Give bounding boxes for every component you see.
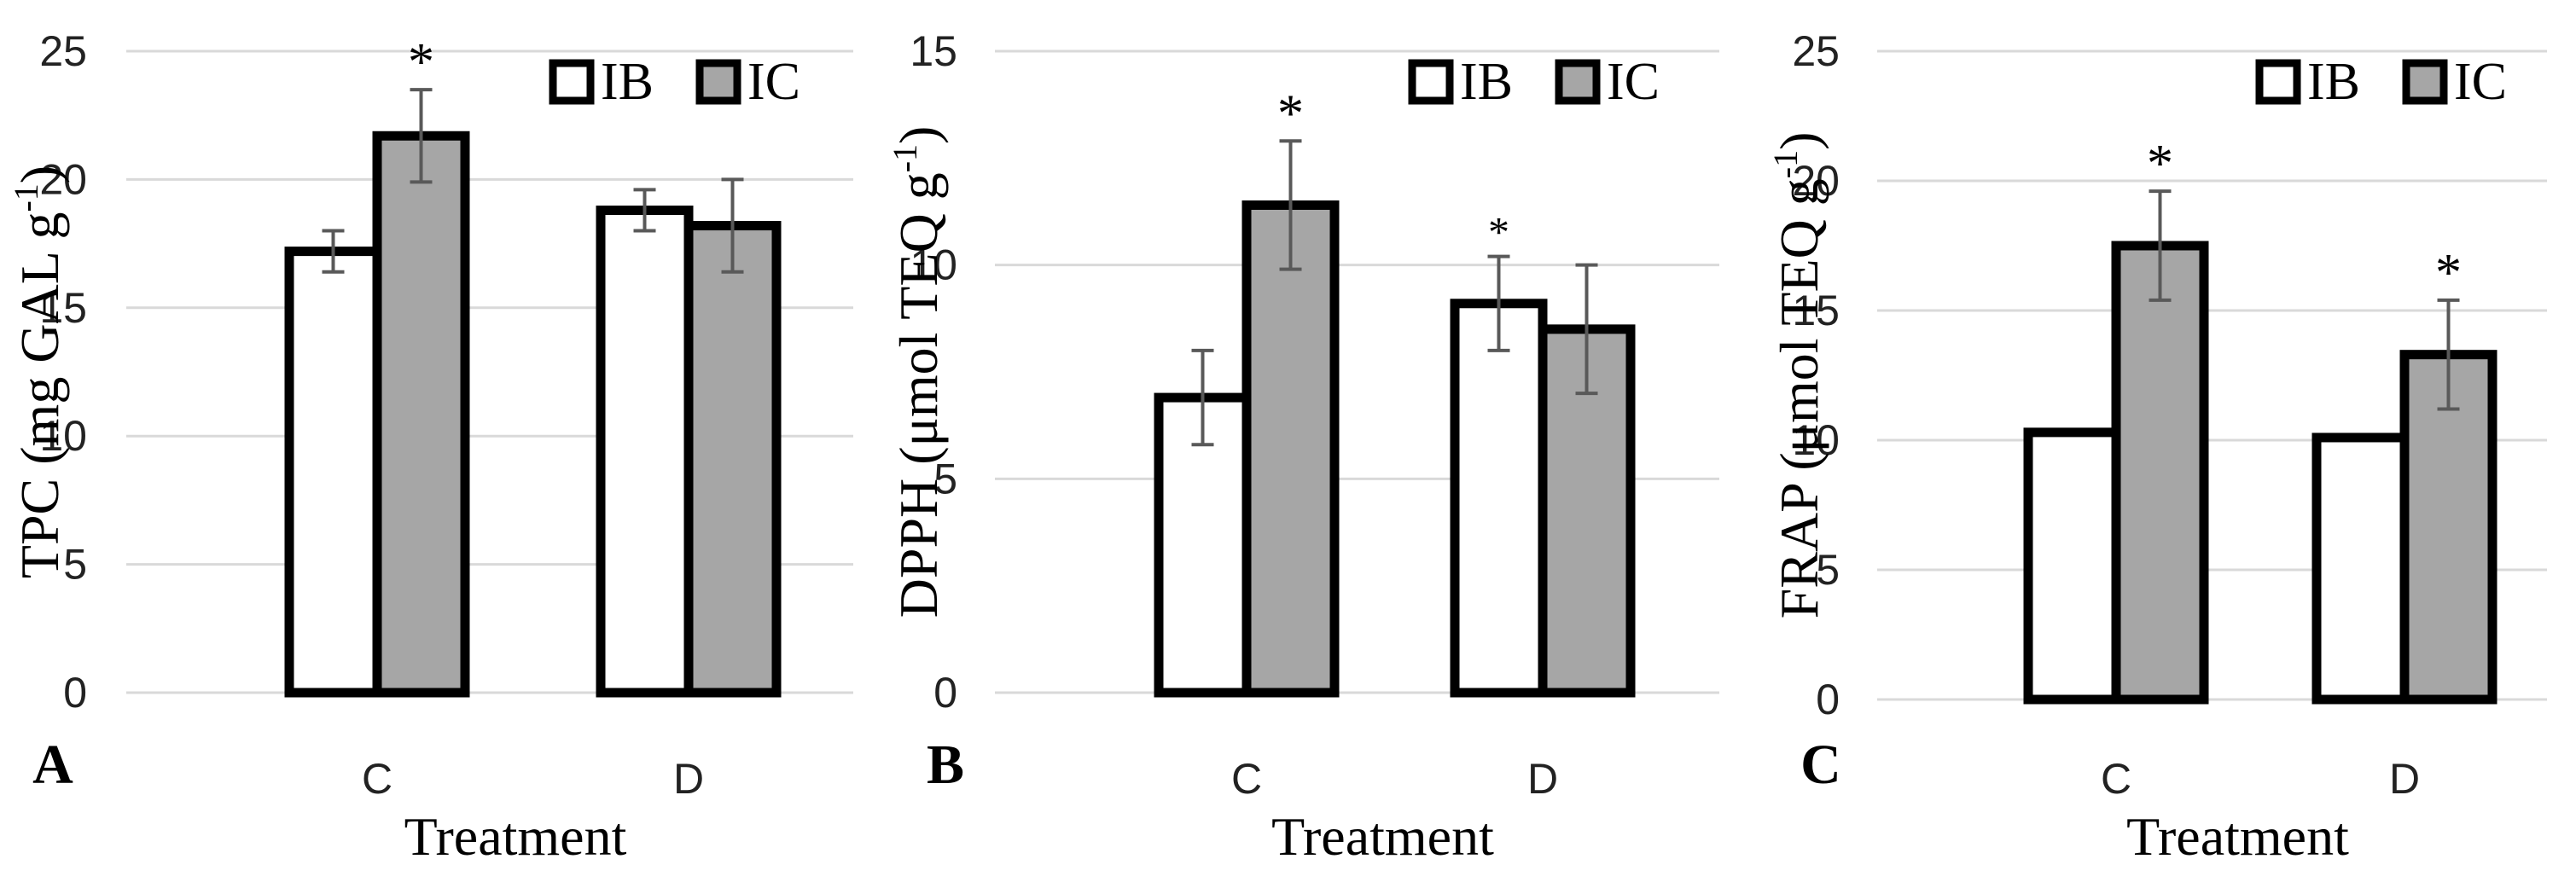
legend-swatch-ib: [1408, 59, 1454, 105]
y-tick-label: 5: [63, 541, 87, 589]
bar-ic-c: [372, 131, 470, 698]
significance-star: *: [2435, 244, 2462, 302]
y-tick-label: 0: [63, 669, 87, 717]
legend-swatch-ib: [2255, 59, 2301, 105]
x-tick-label: D: [2389, 755, 2420, 803]
legend-label-ic: IC: [1607, 53, 1660, 111]
y-axis-title-end: ): [1769, 132, 1829, 150]
bar-ib-d: [1450, 299, 1548, 698]
y-tick-label: 25: [1792, 27, 1840, 75]
legend-swatch-ic: [2402, 59, 2448, 105]
y-tick-label: 10: [1792, 416, 1840, 464]
panel-letter: A: [32, 734, 73, 796]
legend-swatch-ic: [695, 59, 741, 105]
y-axis-title: FRAP (μmol TEQ g-1): [1766, 132, 1829, 619]
legend-label-ib: IB: [2307, 53, 2360, 111]
legend-label-ib: IB: [1460, 53, 1513, 111]
y-tick-label: 15: [1792, 287, 1840, 334]
panel-b: 0 5 10 15 * * C D Treatment DPPH (μmol TEQ g-1) B I…: [886, 27, 1719, 867]
y-axis-title-main: TPC (mg GAL g: [9, 212, 70, 579]
x-axis-title: Treatment: [1271, 806, 1494, 867]
x-tick-label: D: [1527, 755, 1558, 803]
y-tick-label: 20: [1792, 157, 1840, 205]
y-tick-label: 10: [39, 412, 87, 460]
bar-ic-d: [2399, 350, 2497, 705]
y-tick-label: 5: [1816, 546, 1840, 594]
y-tick-label: 15: [910, 27, 957, 75]
y-axis-title: DPPH (μmol TEQ g-1): [886, 126, 949, 618]
x-tick-label: D: [673, 755, 704, 803]
x-axis-title: Treatment: [404, 806, 627, 867]
significance-star: *: [408, 33, 434, 91]
significance-star: *: [2147, 135, 2173, 193]
y-axis-title-superscript: -1: [1766, 150, 1805, 178]
y-axis-title-main: DPPH (μmol TEQ g: [888, 172, 949, 618]
y-tick-label: 0: [1816, 676, 1840, 723]
panel-letter: C: [1800, 734, 1841, 796]
bar-ic-d: [683, 221, 782, 698]
bar-ib-c: [2023, 427, 2121, 705]
y-axis-title-end: ): [888, 126, 949, 144]
bar-ib-c: [284, 247, 382, 698]
y-tick-label: 20: [39, 155, 87, 203]
y-tick-label: 15: [39, 284, 87, 332]
y-tick-label: 10: [910, 241, 957, 289]
significance-star: *: [1488, 208, 1509, 256]
y-axis-title: TPC (mg GAL g-1): [7, 165, 70, 578]
x-tick-label: C: [1231, 755, 1262, 803]
y-axis-title-end: ): [9, 165, 70, 183]
bar-ic-c: [2111, 241, 2209, 705]
bar-ib-d: [596, 205, 694, 698]
panel-letter: B: [927, 734, 964, 796]
legend-swatch-ib: [549, 59, 595, 105]
panel-c: 0 5 10 15 20 25 * * C D Treatment FRAP (μmol TEQ g-…: [1766, 27, 2547, 867]
y-axis-title-main: FRAP (μmol TEQ g: [1769, 178, 1829, 618]
legend-label-ic: IC: [747, 53, 800, 111]
y-tick-label: 5: [933, 455, 957, 502]
y-axis-title-superscript: -1: [7, 183, 45, 212]
x-axis-title: Treatment: [2126, 806, 2349, 867]
legend-label-ib: IB: [601, 53, 654, 111]
legend-swatch-ic: [1555, 59, 1601, 105]
bar-ib-d: [2311, 432, 2410, 705]
x-tick-label: C: [362, 755, 393, 803]
panel-a: 0 5 10 15 20 25 * C D Treatment TPC (mg GAL g-1) A I…: [7, 27, 853, 867]
legend-label-ic: IC: [2454, 53, 2507, 111]
y-tick-label: 25: [39, 27, 87, 75]
y-axis-title-superscript: -1: [886, 144, 924, 172]
y-tick-label: 0: [933, 669, 957, 717]
x-tick-label: C: [2101, 755, 2131, 803]
significance-star: *: [1277, 84, 1304, 142]
bar-ic-c: [1241, 200, 1340, 698]
